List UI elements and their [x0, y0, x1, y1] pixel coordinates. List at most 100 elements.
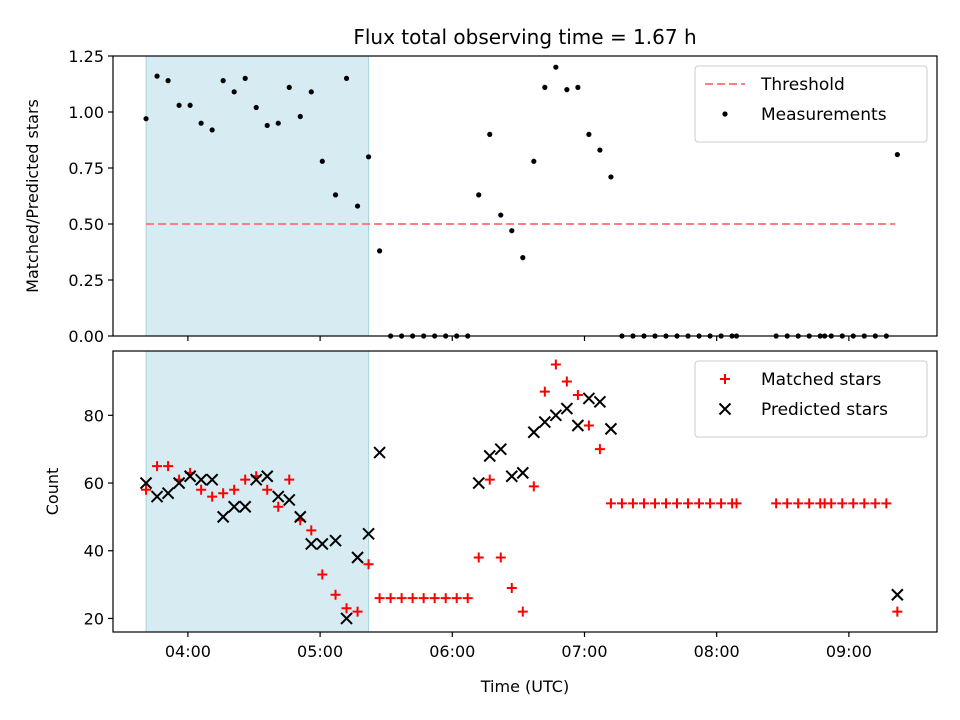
- data-point: [229, 484, 240, 495]
- legend-matched-swatch: [720, 374, 730, 384]
- data-point: [498, 212, 504, 218]
- data-point: [608, 174, 614, 180]
- data-point: [484, 474, 495, 485]
- data-point: [597, 147, 603, 153]
- data-point: [376, 248, 383, 254]
- data-point: [583, 420, 594, 431]
- data-point: [539, 386, 550, 397]
- data-point: [716, 498, 727, 509]
- data-point: [542, 84, 548, 90]
- data-point: [329, 534, 342, 547]
- top-panel-matched-ratio: 0.00 0.25 0.50 0.75 1.00 1.25 Flux total obser…: [23, 25, 938, 346]
- data-point: [362, 527, 375, 541]
- x-tick-label: 07:00: [561, 642, 607, 661]
- data-point: [216, 510, 230, 524]
- data-point: [440, 593, 451, 604]
- data-point: [826, 498, 837, 509]
- data-point: [892, 606, 903, 617]
- data-point: [332, 192, 339, 198]
- x-tick-label: 06:00: [429, 642, 475, 661]
- data-point: [294, 510, 307, 524]
- y-tick-label: 0.00: [68, 327, 104, 346]
- legend-label: Matched stars: [761, 370, 881, 390]
- data-point: [272, 490, 285, 503]
- data-point: [649, 498, 660, 509]
- data-point: [572, 390, 583, 401]
- data-point: [264, 122, 270, 129]
- data-point: [418, 593, 429, 604]
- x-tick-label: 09:00: [826, 642, 872, 661]
- data-point: [305, 537, 318, 551]
- data-point: [163, 461, 174, 472]
- y-tick-label: 0.75: [68, 159, 104, 178]
- data-point: [143, 116, 149, 122]
- data-point: [483, 449, 496, 463]
- data-point: [894, 151, 900, 158]
- y-tick-label: 60: [84, 474, 104, 493]
- data-point: [351, 551, 364, 564]
- data-point: [616, 498, 627, 509]
- data-point: [661, 498, 672, 509]
- legend: Matched stars Predicted stars: [694, 360, 928, 438]
- axes-frame: [112, 55, 938, 337]
- data-point: [638, 498, 649, 509]
- bottom-panel-star-counts: 04:00 05:00 06:00 07:00 08:00 09:00 20 40 60 80 Co…: [43, 350, 938, 696]
- data-point: [549, 409, 563, 422]
- data-point: [793, 498, 804, 509]
- data-point: [196, 484, 207, 495]
- data-point: [560, 402, 574, 415]
- legend-box: [694, 360, 928, 438]
- data-point: [705, 498, 716, 509]
- data-point: [250, 473, 263, 486]
- legend-box: [694, 65, 928, 143]
- data-point: [198, 120, 204, 126]
- data-point: [139, 476, 153, 490]
- data-point: [472, 476, 485, 490]
- legend-label: Predicted stars: [761, 400, 888, 420]
- y-tick-label: 0.50: [68, 215, 104, 234]
- data-point: [531, 158, 537, 164]
- y-tick-label: 1.00: [68, 103, 104, 122]
- data-point: [473, 552, 484, 563]
- data-point: [451, 593, 462, 604]
- data-point: [319, 158, 325, 164]
- data-point: [407, 593, 418, 604]
- legend-predicted-swatch: [718, 402, 732, 416]
- data-point: [837, 498, 848, 509]
- data-point: [341, 603, 352, 614]
- data-point: [317, 569, 328, 580]
- data-point: [165, 78, 171, 84]
- data-point: [262, 484, 273, 495]
- data-point: [340, 612, 353, 625]
- data-point: [604, 422, 618, 436]
- data-point: [242, 75, 248, 81]
- data-point: [881, 498, 892, 509]
- data-point: [672, 498, 683, 509]
- series-measurements: [143, 64, 900, 339]
- data-point: [183, 470, 197, 483]
- data-point: [218, 488, 229, 499]
- x-tick-label: 08:00: [694, 642, 740, 661]
- data-point: [238, 500, 252, 513]
- data-point: [205, 473, 219, 486]
- data-point: [253, 104, 259, 111]
- data-point: [528, 481, 539, 492]
- data-point: [564, 87, 570, 93]
- data-point: [891, 588, 904, 601]
- legend-measurements-swatch: [722, 111, 728, 117]
- data-point: [209, 127, 215, 133]
- data-point: [517, 606, 528, 617]
- chart-title: Flux total observing time = 1.67 h: [353, 25, 696, 49]
- data-point: [627, 498, 638, 509]
- data-point: [273, 501, 284, 512]
- legend-label: Measurements: [761, 105, 887, 125]
- x-tick-label: 04:00: [165, 642, 211, 661]
- data-point: [220, 78, 226, 84]
- data-point: [354, 203, 361, 209]
- x-axis-label: Time (UTC): [480, 677, 569, 696]
- y-axis-label: Count: [43, 468, 62, 516]
- data-point: [308, 89, 314, 95]
- data-point: [527, 426, 541, 439]
- data-point: [731, 498, 742, 509]
